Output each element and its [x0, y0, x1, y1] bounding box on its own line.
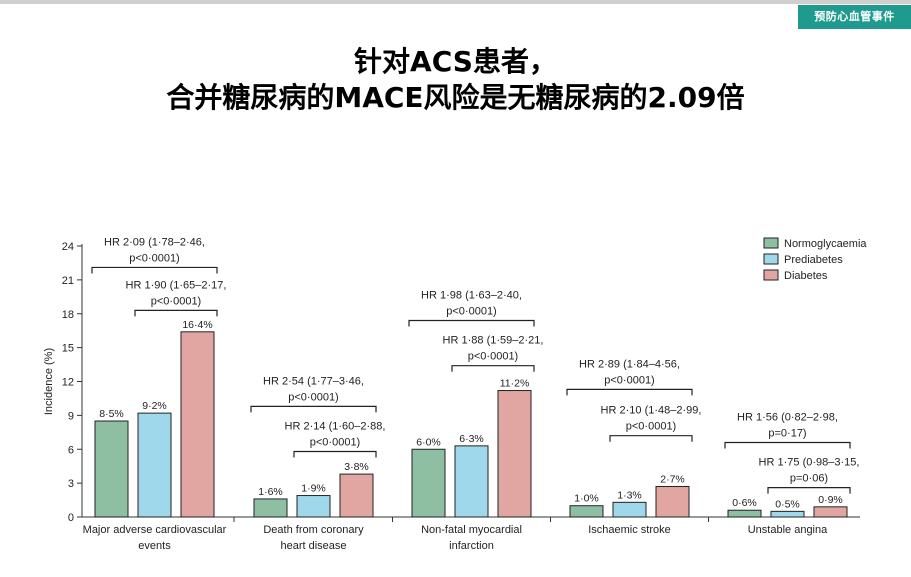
hr-bracket	[451, 365, 535, 372]
top-rule	[0, 0, 911, 4]
bar-prediabetes	[454, 445, 489, 518]
bar-value-label: 9·2%	[142, 400, 167, 412]
hr-annotation-text: p<0·0001)	[468, 351, 518, 363]
legend-swatch-diabetes	[763, 269, 779, 281]
y-tick-label: 21	[62, 275, 74, 287]
y-tick-label: 9	[68, 410, 74, 422]
legend-label-diabetes: Diabetes	[784, 270, 828, 282]
bar-normoglycaemia	[94, 420, 129, 518]
hr-annotation-text: HR 2·14 (1·60–2·88,	[285, 421, 386, 433]
bar-prediabetes	[770, 510, 805, 518]
hr-bracket	[724, 441, 851, 449]
bar-normoglycaemia	[727, 509, 762, 518]
y-tick-label: 18	[62, 309, 74, 321]
bar-prediabetes	[137, 412, 172, 518]
bar-value-label: 1·3%	[617, 489, 642, 501]
annotation-layer: HR 2·09 (1·78–2·46, p<0·0001) HR 1·90 (1·6…	[91, 236, 860, 494]
x-category-label: Unstable angina	[748, 524, 828, 536]
hr-annotation-text: p=0·17)	[768, 427, 806, 439]
bar-value-label: 1·6%	[258, 486, 283, 498]
hr-annotation-text: HR 1·90 (1·65–2·17,	[126, 279, 227, 291]
hr-annotation-text: HR 1·56 (0·82–2·98,	[737, 411, 838, 423]
slide-title: 针对ACS患者， 合并糖尿病的MACE风险是无糖尿病的2.09倍	[0, 44, 911, 116]
hr-bracket	[91, 266, 218, 274]
x-category-label: Ischaemic stroke	[588, 524, 671, 536]
title-line-2: 合并糖尿病的MACE风险是无糖尿病的2.09倍	[166, 81, 745, 114]
hr-annotation-text: HR 2·10 (1·48–2·99,	[601, 405, 702, 417]
hr-bracket	[566, 388, 693, 396]
x-category-label: heart disease	[280, 540, 346, 552]
bar-value-label: 0·5%	[775, 498, 800, 510]
hr-annotation-text: p<0·0001)	[129, 252, 179, 264]
hr-annotation-text: p<0·0001)	[604, 374, 654, 386]
bar-value-label: 6·3%	[459, 433, 484, 445]
bar-value-label: 0·6%	[732, 497, 757, 509]
y-tick-label: 15	[62, 343, 74, 355]
hr-bracket	[767, 487, 851, 494]
x-category-label: infarction	[449, 540, 494, 552]
y-tick-label: 6	[68, 444, 74, 456]
bar-value-label: 8·5%	[99, 408, 124, 420]
hr-annotation-text: HR 2·89 (1·84–4·56,	[579, 358, 680, 370]
bar-value-label: 16·4%	[182, 319, 212, 331]
legend-label-normoglycaemia: Normoglycaemia	[784, 238, 867, 250]
hr-annotation-text: p=0·06)	[790, 473, 828, 485]
x-category-label: Major adverse cardiovascular	[83, 524, 227, 536]
bar-prediabetes	[296, 495, 331, 518]
x-category-label: events	[138, 540, 171, 552]
y-tick-label: 0	[68, 512, 74, 524]
hr-annotation-text: p<0·0001)	[288, 391, 338, 403]
bar-layer: 8·5% 1·6% 6·0% 1·0% 0·6% 9·2% 1·9% 6·3% 1·3% 0·5%…	[94, 319, 848, 518]
bar-value-label: 1·0%	[574, 493, 599, 505]
axis-layer: 0 3 6 9 12 15 18 21 24 Incidence (%) Major adverse…	[43, 241, 860, 552]
hr-annotation-text: p<0·0001)	[626, 421, 676, 433]
x-category-label: Death from coronary	[263, 524, 364, 536]
bar-diabetes	[180, 331, 215, 518]
bar-diabetes	[497, 390, 532, 518]
hr-annotation-text: HR 1·88 (1·59–2·21,	[443, 335, 544, 347]
bar-prediabetes	[612, 501, 647, 518]
hr-annotation-text: HR 1·98 (1·63–2·40,	[421, 290, 522, 302]
hr-annotation-text: p<0·0001)	[446, 306, 496, 318]
bar-value-label: 1·9%	[301, 483, 326, 495]
legend-swatch-normoglycaemia	[763, 237, 779, 249]
bar-value-label: 2·7%	[660, 474, 685, 486]
legend: Normoglycaemia Prediabetes Diabetes	[763, 237, 867, 282]
x-category-label: Non-fatal myocardial	[421, 524, 522, 536]
hr-bracket	[250, 405, 377, 413]
title-line-1: 针对ACS患者，	[354, 45, 557, 78]
hr-annotation-text: p<0·0001)	[151, 295, 201, 307]
bar-value-label: 0·9%	[818, 494, 843, 506]
hr-annotation-text: HR 2·54 (1·77–3·46,	[263, 375, 364, 387]
bar-value-label: 3·8%	[344, 461, 369, 473]
hr-bracket	[408, 319, 535, 327]
bar-diabetes	[813, 506, 848, 518]
bar-normoglycaemia	[411, 448, 446, 518]
y-tick-label: 24	[62, 241, 74, 253]
bar-diabetes	[339, 473, 374, 518]
y-axis-title: Incidence (%)	[43, 348, 55, 415]
hr-annotation-text: HR 2·09 (1·78–2·46,	[104, 236, 205, 248]
bar-value-label: 11·2%	[500, 378, 530, 390]
bar-value-label: 6·0%	[416, 436, 441, 448]
bar-normoglycaemia	[569, 505, 604, 518]
hr-annotation-text: p<0·0001)	[310, 437, 360, 449]
bar-normoglycaemia	[253, 498, 288, 518]
legend-swatch-prediabetes	[763, 253, 779, 265]
hr-bracket	[609, 435, 693, 442]
y-tick-label: 12	[62, 377, 74, 389]
y-tick-label: 3	[68, 478, 74, 490]
legend-label-prediabetes: Prediabetes	[784, 254, 843, 266]
hr-bracket	[134, 309, 218, 317]
hr-bracket	[293, 450, 377, 458]
bar-diabetes	[655, 486, 690, 518]
hr-annotation-text: HR 1·75 (0·98–3·15,	[759, 457, 860, 469]
section-tag: 预防心血管事件	[798, 5, 911, 29]
